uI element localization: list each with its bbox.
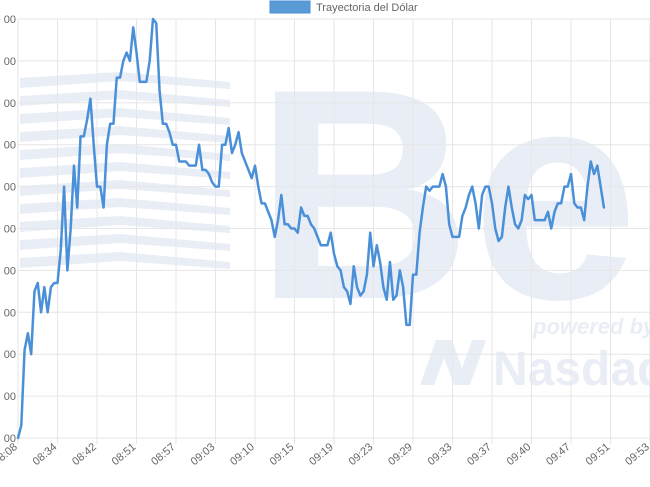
x-tick-label: 09:29 bbox=[386, 441, 415, 468]
watermark-stripe bbox=[20, 234, 230, 251]
watermark-stripes bbox=[20, 72, 230, 269]
chart-legend[interactable]: Trayectoria del Dólar bbox=[269, 0, 418, 14]
watermark-stripe bbox=[20, 126, 230, 143]
x-axis: 08:08 08:34 08:42 08:51 08:57 09:03 09:10 09:15… bbox=[0, 441, 650, 468]
series-layer bbox=[16, 17, 606, 440]
watermark-stripe bbox=[20, 162, 230, 179]
y-tick-label: 00 bbox=[4, 98, 16, 110]
x-tick-label: 08:51 bbox=[110, 441, 139, 468]
y-tick-label: 00 bbox=[4, 182, 16, 194]
x-tick-label: 08:08 bbox=[0, 441, 20, 468]
watermark-tagline-text: powered by bbox=[532, 314, 650, 339]
watermark-stripe bbox=[20, 108, 230, 125]
y-tick-label: 00 bbox=[4, 307, 16, 319]
x-tick-label: 08:42 bbox=[70, 441, 99, 468]
y-tick-label: 00 bbox=[4, 391, 16, 403]
watermark-stripe bbox=[20, 252, 230, 269]
x-tick-label: 09:51 bbox=[584, 441, 613, 468]
series-line[interactable] bbox=[16, 17, 606, 440]
x-tick-label: 09:15 bbox=[268, 441, 297, 468]
legend-label: Trayectoria del Dólar bbox=[316, 2, 418, 14]
x-tick-label: 08:57 bbox=[149, 441, 178, 468]
y-axis: 00 00 00 00 00 00 00 00 00 00 00 bbox=[4, 14, 16, 445]
y-tick-label: 00 bbox=[4, 140, 16, 152]
x-tick-label: 09:37 bbox=[465, 441, 494, 468]
x-tick-label: 09:33 bbox=[426, 441, 455, 468]
y-tick-label: 00 bbox=[4, 56, 16, 68]
y-tick-label: 00 bbox=[4, 14, 16, 26]
watermark-stripe bbox=[20, 90, 230, 107]
watermark-stripe bbox=[20, 198, 230, 215]
watermark-stripe bbox=[20, 180, 230, 197]
x-tick-label: 09:19 bbox=[307, 441, 336, 468]
x-tick-label: 09:10 bbox=[228, 441, 257, 468]
chart-grid bbox=[17, 18, 650, 444]
x-tick-label: 09:23 bbox=[347, 441, 376, 468]
watermark-stripe bbox=[20, 72, 230, 89]
legend-swatch bbox=[269, 0, 311, 14]
x-tick-label: 09:40 bbox=[505, 441, 534, 468]
x-tick-label: 09:53 bbox=[623, 441, 650, 468]
y-tick-label: 00 bbox=[4, 265, 16, 277]
y-tick-label: 00 bbox=[4, 349, 16, 361]
x-tick-label: 09:47 bbox=[544, 441, 573, 468]
watermark-stripe bbox=[20, 216, 230, 233]
y-tick-label: 00 bbox=[4, 224, 16, 236]
y-tick-label: 00 bbox=[4, 433, 16, 445]
x-tick-label: 09:03 bbox=[189, 441, 218, 468]
x-tick-label: 08:34 bbox=[31, 441, 60, 468]
